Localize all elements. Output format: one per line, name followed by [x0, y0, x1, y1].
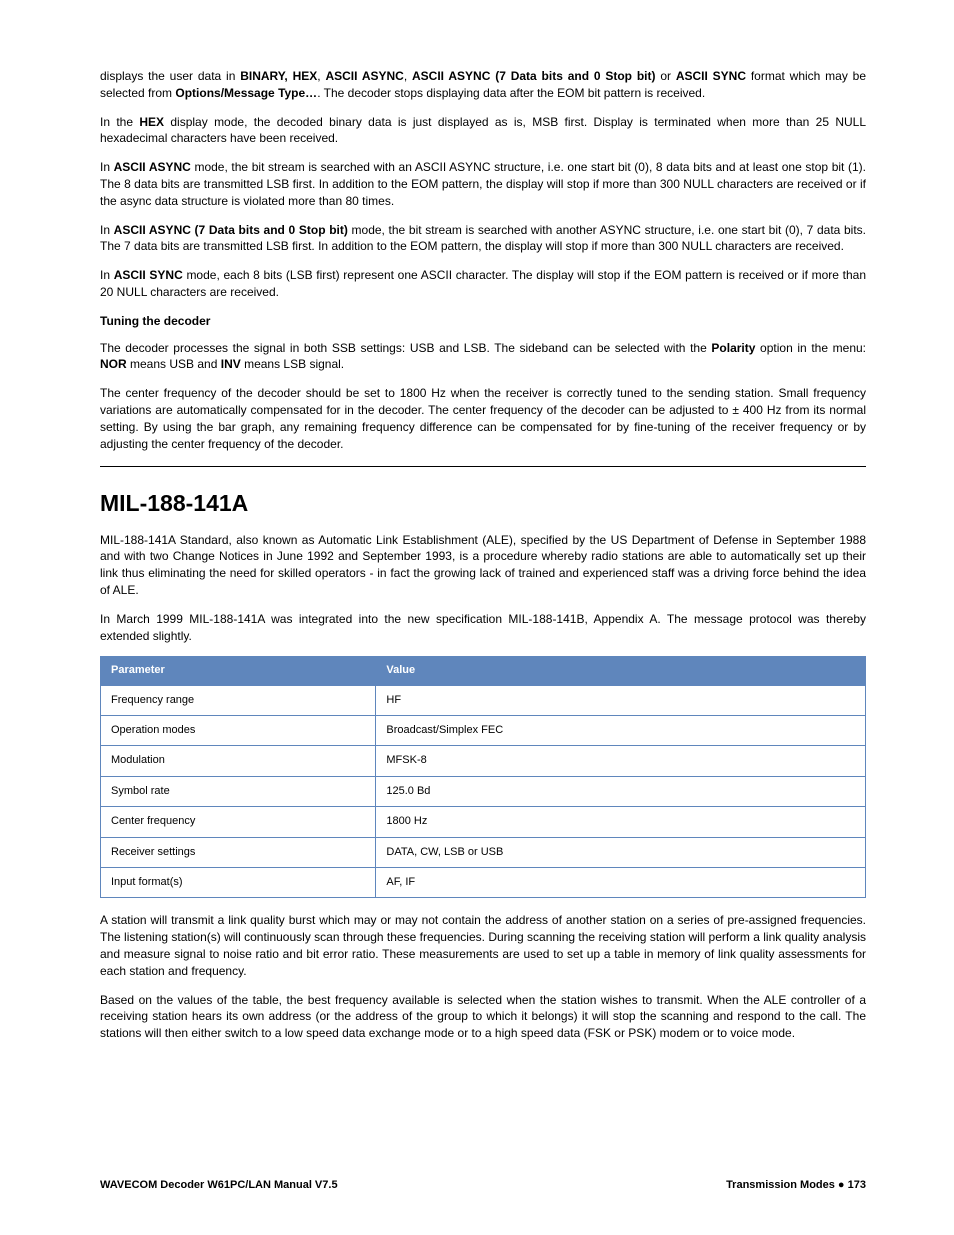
section-divider	[100, 466, 866, 467]
paragraph-polarity: The decoder processes the signal in both…	[100, 340, 866, 374]
text-bold: INV	[221, 357, 241, 371]
footer-section-name: Transmission Modes	[726, 1179, 835, 1191]
paragraph-hex-mode: In the HEX display mode, the decoded bin…	[100, 114, 866, 148]
table-cell-value: AF, IF	[376, 868, 866, 898]
paragraph-display-formats: displays the user data in BINARY, HEX, A…	[100, 68, 866, 102]
table-row: Modulation MFSK-8	[101, 746, 866, 776]
bullet-icon: ●	[835, 1179, 848, 1191]
paragraph-link-quality: A station will transmit a link quality b…	[100, 912, 866, 979]
parameters-table: Parameter Value Frequency range HF Opera…	[100, 656, 866, 898]
paragraph-ascii-sync: In ASCII SYNC mode, each 8 bits (LSB fir…	[100, 267, 866, 301]
table-cell-param: Receiver settings	[101, 837, 376, 867]
table-cell-value: Broadcast/Simplex FEC	[376, 716, 866, 746]
text-bold: ASCII ASYNC (7 Data bits and 0 Stop bit)	[114, 223, 348, 237]
table-cell-value: DATA, CW, LSB or USB	[376, 837, 866, 867]
page-footer: WAVECOM Decoder W61PC/LAN Manual V7.5 Tr…	[100, 1178, 866, 1193]
table-cell-param: Symbol rate	[101, 776, 376, 806]
table-header-parameter: Parameter	[101, 657, 376, 685]
table-header-row: Parameter Value	[101, 657, 866, 685]
table-cell-param: Frequency range	[101, 685, 376, 715]
text: or	[656, 69, 676, 83]
text: mode, each 8 bits (LSB first) represent …	[100, 268, 866, 299]
text: The decoder processes the signal in both…	[100, 341, 711, 355]
footer-right: Transmission Modes ● 173	[726, 1178, 866, 1193]
text: . The decoder stops displaying data afte…	[317, 86, 705, 100]
footer-manual-title: WAVECOM Decoder W61PC/LAN Manual V7.5	[100, 1178, 338, 1193]
table-row: Center frequency 1800 Hz	[101, 807, 866, 837]
text: In	[100, 268, 114, 282]
table-row: Symbol rate 125.0 Bd	[101, 776, 866, 806]
paragraph-mil-integration: In March 1999 MIL-188-141A was integrate…	[100, 611, 866, 645]
table-header-value: Value	[376, 657, 866, 685]
paragraph-ascii-async-7bit: In ASCII ASYNC (7 Data bits and 0 Stop b…	[100, 222, 866, 256]
table-row: Input format(s) AF, IF	[101, 868, 866, 898]
text-bold: NOR	[100, 357, 127, 371]
paragraph-center-frequency: The center frequency of the decoder shou…	[100, 385, 866, 452]
table-cell-value: HF	[376, 685, 866, 715]
text: mode, the bit stream is searched with an…	[100, 160, 866, 208]
table-cell-param: Center frequency	[101, 807, 376, 837]
text-bold: BINARY, HEX	[240, 69, 317, 83]
text: ,	[404, 69, 412, 83]
text: means USB and	[127, 357, 221, 371]
table-cell-value: 125.0 Bd	[376, 776, 866, 806]
paragraph-frequency-selection: Based on the values of the table, the be…	[100, 992, 866, 1042]
table-cell-value: 1800 Hz	[376, 807, 866, 837]
text-bold: HEX	[139, 115, 164, 129]
text-bold: ASCII SYNC	[114, 268, 183, 282]
text: means LSB signal.	[241, 357, 344, 371]
table-row: Operation modes Broadcast/Simplex FEC	[101, 716, 866, 746]
text-bold: ASCII ASYNC (7 Data bits and 0 Stop bit)	[412, 69, 656, 83]
table-cell-param: Operation modes	[101, 716, 376, 746]
table-cell-param: Modulation	[101, 746, 376, 776]
text-bold: Options/Message Type…	[175, 86, 317, 100]
text: option in the menu:	[755, 341, 866, 355]
table-cell-param: Input format(s)	[101, 868, 376, 898]
text-bold: ASCII SYNC	[676, 69, 746, 83]
footer-page-number: 173	[848, 1179, 866, 1191]
paragraph-mil-intro: MIL-188-141A Standard, also known as Aut…	[100, 532, 866, 599]
heading-tuning-decoder: Tuning the decoder	[100, 313, 866, 330]
text-bold: Polarity	[711, 341, 755, 355]
text-bold: ASCII ASYNC	[114, 160, 191, 174]
text: In	[100, 223, 114, 237]
table-row: Frequency range HF	[101, 685, 866, 715]
text: In the	[100, 115, 139, 129]
text-bold: ASCII ASYNC	[325, 69, 403, 83]
table-cell-value: MFSK-8	[376, 746, 866, 776]
paragraph-ascii-async: In ASCII ASYNC mode, the bit stream is s…	[100, 159, 866, 209]
text: displays the user data in	[100, 69, 240, 83]
heading-mil-188-141a: MIL-188-141A	[100, 487, 866, 519]
text: display mode, the decoded binary data is…	[100, 115, 866, 146]
table-row: Receiver settings DATA, CW, LSB or USB	[101, 837, 866, 867]
text: In	[100, 160, 114, 174]
